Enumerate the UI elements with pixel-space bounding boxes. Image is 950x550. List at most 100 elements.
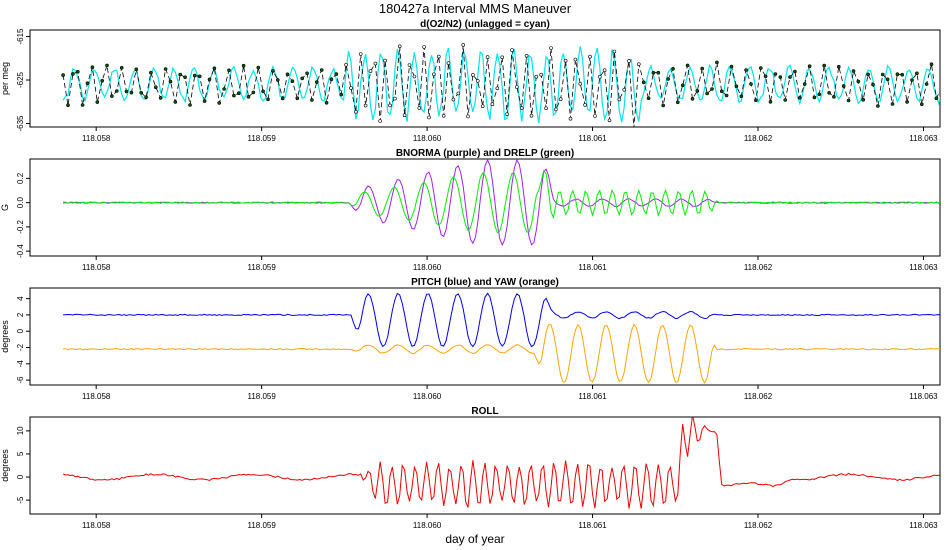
data-point xyxy=(627,59,631,63)
data-point xyxy=(227,68,231,73)
x-tick-label: 118.058 xyxy=(82,521,111,530)
plot-area xyxy=(63,292,940,384)
y-tick-label: -615 xyxy=(16,28,25,45)
data-point xyxy=(563,58,568,63)
plot-frame xyxy=(29,158,941,257)
y-axis-label: degrees xyxy=(0,449,10,482)
data-point xyxy=(797,96,802,100)
plot-frame xyxy=(29,287,941,386)
x-axis-label: day of year xyxy=(445,532,504,546)
data-point xyxy=(490,102,495,106)
data-point xyxy=(119,66,124,70)
data-point xyxy=(353,110,358,114)
data-point xyxy=(217,101,221,105)
data-point xyxy=(285,72,290,77)
series-line-yaw xyxy=(63,323,940,384)
data-point xyxy=(510,48,514,52)
data-point xyxy=(76,69,80,74)
x-tick-label: 118.058 xyxy=(82,392,111,401)
data-point xyxy=(744,68,748,72)
data-point xyxy=(734,84,739,89)
data-point xyxy=(890,102,895,106)
data-point xyxy=(568,116,573,121)
data-point xyxy=(349,86,353,90)
x-tick-label: 118.059 xyxy=(247,392,276,401)
data-point xyxy=(597,75,602,79)
data-point xyxy=(80,103,85,107)
data-point xyxy=(685,63,690,68)
data-point xyxy=(461,43,466,47)
x-tick-label: 118.063 xyxy=(909,392,938,401)
data-point xyxy=(617,97,622,102)
data-point xyxy=(558,97,563,101)
data-point xyxy=(593,114,597,118)
x-tick-label: 118.060 xyxy=(413,521,442,530)
data-point xyxy=(539,72,544,77)
data-point xyxy=(422,45,426,49)
x-tick-label: 118.060 xyxy=(413,392,442,401)
data-point xyxy=(495,86,500,91)
data-point xyxy=(402,113,407,117)
panel-1: d(O2/N2) (unlagged = cyan) per meg 118.058… xyxy=(0,19,941,143)
data-point xyxy=(919,102,924,106)
data-point xyxy=(456,91,461,96)
data-point xyxy=(334,72,339,76)
data-point xyxy=(237,91,241,95)
y-tick-label: -0.2 xyxy=(16,219,25,233)
data-point xyxy=(646,96,651,100)
data-point xyxy=(115,89,119,93)
data-point xyxy=(856,79,861,84)
data-point xyxy=(397,44,402,49)
data-point xyxy=(193,73,197,78)
x-tick-label: 118.059 xyxy=(247,263,276,272)
y-tick-label: -2 xyxy=(16,343,25,351)
data-point xyxy=(885,77,890,82)
data-point xyxy=(163,67,168,71)
data-point xyxy=(183,75,187,80)
data-point xyxy=(588,54,592,59)
data-point xyxy=(261,89,265,94)
data-point xyxy=(436,54,441,59)
data-point xyxy=(695,89,700,93)
data-point xyxy=(529,113,534,118)
data-point xyxy=(793,69,797,74)
data-point xyxy=(812,95,817,100)
data-point xyxy=(612,49,617,54)
y-axis-label: G xyxy=(0,204,10,211)
data-point xyxy=(636,62,641,66)
y-axis-label: per meg xyxy=(0,62,10,95)
data-point xyxy=(329,77,334,81)
y-tick-label: 2 xyxy=(16,312,25,317)
data-point xyxy=(451,97,456,102)
figure-title: 180427a Interval MMS Maneuver xyxy=(379,1,572,16)
data-point xyxy=(266,97,270,102)
data-point xyxy=(378,119,383,123)
series-line-drelp xyxy=(63,169,940,234)
data-point xyxy=(519,106,524,110)
data-point xyxy=(851,69,856,73)
data-point xyxy=(124,89,129,94)
data-point xyxy=(715,60,719,65)
data-point xyxy=(710,87,714,91)
data-point xyxy=(754,98,758,102)
data-point xyxy=(90,65,95,69)
x-tick-label: 118.063 xyxy=(909,263,938,272)
data-point xyxy=(197,74,202,79)
data-point xyxy=(514,85,519,89)
data-point xyxy=(383,58,387,63)
data-point xyxy=(773,72,778,76)
data-point xyxy=(827,91,831,95)
data-point xyxy=(866,72,870,77)
plot-frame xyxy=(29,416,941,515)
panel-2: BNORMA (purple) and DRELP (green) G 118.05… xyxy=(0,148,941,272)
data-point xyxy=(880,72,885,77)
data-point xyxy=(339,92,344,97)
y-tick-label: -0.4 xyxy=(16,244,25,258)
data-point xyxy=(524,53,529,58)
data-point xyxy=(876,104,880,108)
data-point xyxy=(432,72,436,77)
data-point xyxy=(466,114,470,119)
data-point xyxy=(607,118,612,123)
plot-area xyxy=(61,43,940,127)
data-point xyxy=(915,71,919,76)
